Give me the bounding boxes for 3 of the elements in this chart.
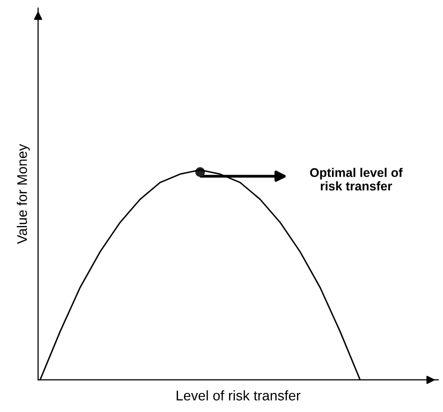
- y-axis-title: Value for Money: [16, 144, 30, 244]
- x-axis-title: Level of risk transfer: [176, 390, 300, 400]
- annotation: Optimal level of risk transfer: [310, 168, 403, 190]
